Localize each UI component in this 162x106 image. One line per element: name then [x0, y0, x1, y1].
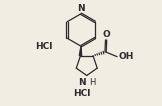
Text: HCl: HCl — [35, 42, 52, 51]
Text: H: H — [89, 78, 96, 87]
Text: N: N — [79, 78, 86, 87]
Polygon shape — [79, 46, 82, 56]
Text: N: N — [77, 3, 85, 13]
Text: OH: OH — [118, 52, 134, 61]
Text: HCl: HCl — [73, 89, 90, 98]
Text: O: O — [102, 30, 110, 39]
